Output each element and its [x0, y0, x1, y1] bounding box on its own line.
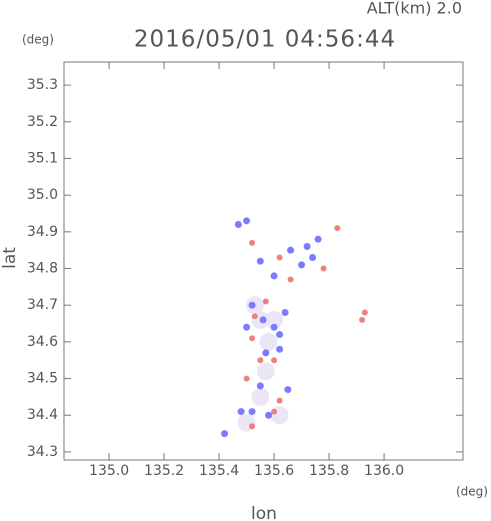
echo-point — [359, 316, 366, 323]
echo-point — [320, 265, 327, 272]
echo-point — [262, 349, 270, 357]
echo-point — [256, 257, 264, 265]
echo-point — [251, 313, 258, 320]
echo-point — [298, 261, 306, 269]
altitude-label: ALT(km) 2.0 — [367, 0, 462, 18]
y-axis-label: lat — [0, 247, 20, 269]
echo-point — [281, 309, 289, 317]
echo-point — [276, 331, 284, 339]
y-tick-label: 34.9 — [27, 224, 58, 240]
echo-point — [248, 408, 256, 416]
x-tick-label: 135.2 — [144, 463, 184, 479]
echo-point — [259, 332, 278, 351]
echo-point — [249, 423, 256, 430]
y-tick-label: 34.7 — [27, 297, 58, 313]
echo-point — [249, 335, 256, 342]
y-tick-label: 34.4 — [27, 407, 58, 423]
echo-point — [249, 239, 256, 246]
y-unit: (deg) — [22, 33, 54, 47]
echo-point — [271, 408, 278, 415]
echo-point — [243, 323, 251, 331]
echo-point — [237, 408, 245, 416]
echo-point — [309, 254, 317, 262]
y-tick-label: 35.3 — [27, 77, 58, 93]
chart-title: 2016/05/01 04:56:44 — [134, 27, 396, 53]
plot-frame — [63, 61, 464, 461]
echo-point — [243, 217, 251, 225]
echo-point — [234, 221, 242, 229]
y-tick-label: 35.1 — [27, 150, 58, 166]
x-axis-label: lon — [251, 504, 277, 521]
echo-point — [271, 357, 278, 364]
echo-point — [284, 386, 292, 394]
y-tick-label: 35.2 — [27, 114, 58, 130]
y-tick-label: 34.6 — [27, 334, 58, 350]
echo-point — [265, 411, 273, 419]
echo-point — [221, 430, 229, 438]
x-unit: (deg) — [456, 485, 488, 499]
echo-point — [270, 323, 278, 331]
echo-point — [256, 382, 264, 390]
echo-point — [243, 375, 250, 382]
y-tick-label: 34.3 — [27, 444, 58, 460]
echo-point — [248, 301, 256, 309]
echo-point — [265, 310, 284, 329]
y-tick-label: 35.0 — [27, 187, 58, 203]
echo-point — [276, 254, 283, 261]
echo-point — [276, 397, 283, 404]
echo-point — [314, 235, 322, 243]
echo-point — [361, 309, 368, 316]
echo-point — [303, 243, 311, 251]
x-tick-label: 135.8 — [309, 463, 349, 479]
echo-point — [287, 276, 294, 283]
echo-point — [287, 246, 295, 254]
echo-point — [259, 316, 267, 324]
echo-point — [257, 357, 264, 364]
echo-point — [334, 225, 341, 232]
echo-point — [262, 298, 269, 305]
x-tick-label: 135.6 — [254, 463, 294, 479]
x-tick-label: 135.4 — [199, 463, 239, 479]
x-tick-label: 135.0 — [89, 463, 129, 479]
x-tick-label: 136.0 — [364, 463, 404, 479]
y-tick-label: 34.8 — [27, 261, 58, 277]
echo-point — [276, 345, 284, 353]
y-tick-label: 34.5 — [27, 371, 58, 387]
echo-point — [270, 272, 278, 280]
echo-point — [256, 362, 275, 381]
echo-point — [251, 387, 270, 406]
